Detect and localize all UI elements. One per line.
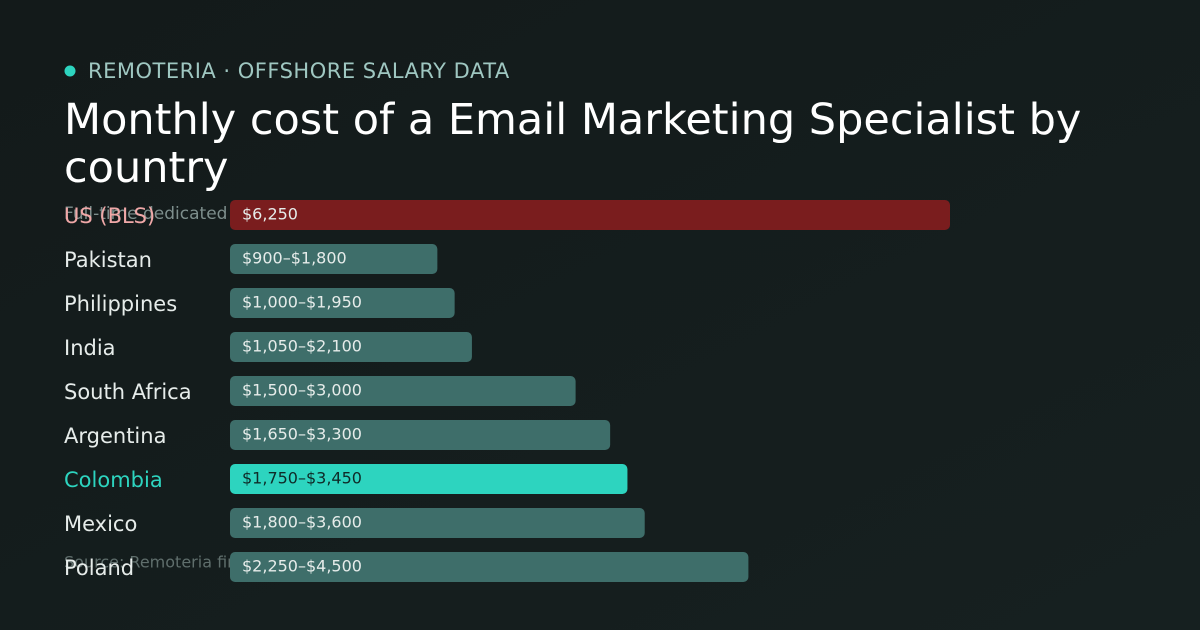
- value-label: $900–$1,800: [242, 249, 347, 268]
- category-label: India: [64, 336, 116, 360]
- bar: [230, 244, 438, 274]
- bar: [230, 464, 628, 494]
- category-label: US (BLS): [64, 204, 155, 228]
- bar: [230, 332, 472, 362]
- eyebrow: REMOTERIA · OFFSHORE SALARY DATA: [88, 59, 510, 83]
- eyebrow-dot: [64, 65, 76, 77]
- value-label: $6,250: [242, 205, 298, 224]
- value-label: $1,800–$3,600: [242, 513, 362, 532]
- category-label: Colombia: [64, 468, 163, 492]
- bar: [230, 508, 645, 538]
- subtitle: Full-time dedicated: [64, 204, 227, 224]
- category-label: South Africa: [64, 380, 192, 404]
- category-label: Mexico: [64, 512, 137, 536]
- chart-title: Monthly cost of a Email Marketing Specia…: [64, 95, 1081, 193]
- category-label: Poland: [64, 556, 134, 580]
- bar: [230, 420, 611, 450]
- bar: [230, 200, 950, 230]
- bar: [230, 552, 749, 582]
- value-label: $1,500–$3,000: [242, 381, 362, 400]
- bar: [230, 288, 455, 318]
- bar: [230, 376, 576, 406]
- value-label: $1,000–$1,950: [242, 293, 362, 312]
- category-label: Argentina: [64, 424, 166, 448]
- value-label: $1,650–$3,300: [242, 425, 362, 444]
- value-label: $1,750–$3,450: [242, 469, 362, 488]
- category-label: Philippines: [64, 292, 177, 316]
- category-label: Pakistan: [64, 248, 152, 272]
- value-label: $1,050–$2,100: [242, 337, 362, 356]
- value-label: $2,250–$4,500: [242, 557, 362, 576]
